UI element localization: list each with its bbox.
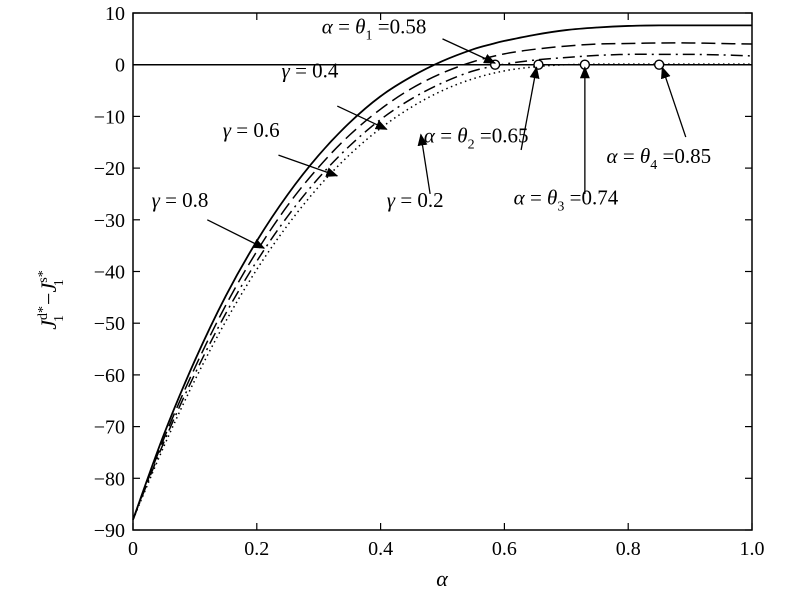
y-tick-label: −60 bbox=[94, 365, 125, 387]
y-tick-label: −30 bbox=[94, 210, 125, 232]
series-line bbox=[132, 53, 753, 520]
y-tick-label: 0 bbox=[115, 55, 125, 77]
x-tick-label: 0.6 bbox=[492, 538, 517, 560]
x-tick-label: 0 bbox=[128, 538, 138, 560]
y-label-sub1: 1 bbox=[52, 315, 67, 322]
y-label-j2: J bbox=[36, 282, 61, 293]
annotation-label: α = θ4 =0.85 bbox=[607, 144, 712, 173]
annotation-label: γ = 0.6 bbox=[223, 118, 280, 142]
y-tick-label: −70 bbox=[94, 417, 125, 439]
y-tick-label: −80 bbox=[94, 468, 125, 490]
y-tick-label: −40 bbox=[94, 262, 125, 284]
y-label-sup1: d* bbox=[36, 306, 51, 320]
x-tick-label: 0.8 bbox=[616, 538, 641, 560]
axis-ticks: 0 0.2 0.4 0.6 0.8 1.0 10 0 −10 −20 −30 −40 −50 −60 −70… bbox=[94, 3, 765, 560]
annotation-arrow bbox=[520, 66, 540, 151]
series-line bbox=[132, 42, 753, 520]
y-label-sup2: s* bbox=[36, 270, 51, 282]
annotation-label: γ = 0.2 bbox=[387, 188, 444, 212]
y-label-j1: J bbox=[36, 319, 61, 330]
y-tick-label: −20 bbox=[94, 158, 125, 180]
annotation-arrow bbox=[661, 66, 687, 138]
y-tick-label: −10 bbox=[94, 106, 125, 128]
series-line bbox=[132, 24, 752, 520]
annotation-arrow bbox=[278, 154, 339, 177]
annotation-label: α = θ3 =0.74 bbox=[514, 185, 619, 214]
annotations: α = θ1 =0.58 α = θ2 =0.65 α = θ3 =0.74 α = … bbox=[152, 15, 712, 249]
x-tick-label: 1.0 bbox=[740, 538, 765, 560]
annotation-arrow bbox=[442, 38, 497, 64]
x-tick-label: 0.2 bbox=[244, 538, 269, 560]
y-tick-label: 10 bbox=[105, 3, 125, 25]
y-tick-label: −90 bbox=[94, 520, 125, 542]
y-tick-label: −50 bbox=[94, 313, 125, 335]
annotation-label: α = θ2 =0.65 bbox=[424, 123, 529, 152]
y-label-sub2: 1 bbox=[52, 279, 67, 286]
annotation-arrow bbox=[206, 219, 266, 249]
annotation-arrow bbox=[417, 133, 431, 195]
annotation-arrow bbox=[336, 105, 388, 130]
annotation-label: γ = 0.4 bbox=[282, 59, 339, 83]
x-axis-label: α bbox=[436, 566, 448, 591]
series-lines bbox=[132, 24, 753, 520]
crossing-marker bbox=[533, 59, 544, 70]
x-tick-label: 0.4 bbox=[368, 538, 393, 560]
annotation-label: α = θ1 =0.58 bbox=[322, 15, 427, 44]
y-label-minus: − bbox=[36, 293, 61, 305]
y-axis-label: Jd*1−Js*1 bbox=[36, 270, 67, 329]
annotation-label: γ = 0.8 bbox=[152, 188, 209, 212]
